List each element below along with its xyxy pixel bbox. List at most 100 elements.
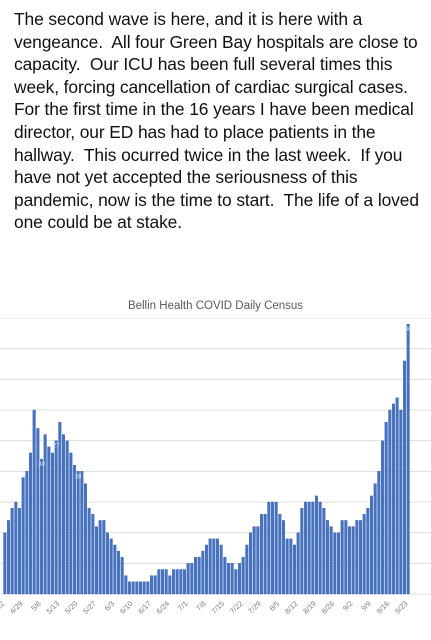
x-tick-label: 8/19 xyxy=(301,599,318,616)
census-bar xyxy=(337,532,340,595)
census-bar xyxy=(219,544,223,595)
census-bar xyxy=(370,495,373,595)
census-bar xyxy=(289,538,293,595)
census-bar xyxy=(139,581,142,595)
census-bar xyxy=(351,526,355,595)
census-bar xyxy=(128,581,131,595)
census-bar xyxy=(124,575,128,595)
census-bar xyxy=(47,446,51,595)
census-bar xyxy=(381,440,384,595)
x-tick-label: 8/26 xyxy=(320,599,337,616)
census-bar xyxy=(102,520,106,595)
census-bar xyxy=(329,526,333,595)
census-bar xyxy=(40,458,43,595)
x-tick-label: 7/22 xyxy=(228,599,245,616)
x-tick-label: 6/24 xyxy=(155,599,172,616)
census-bar xyxy=(25,471,29,595)
x-tick-label: 7/15 xyxy=(210,599,227,616)
census-bar xyxy=(326,520,329,595)
census-bar xyxy=(216,538,219,595)
census-bar xyxy=(7,520,10,595)
census-bar xyxy=(175,569,179,595)
census-bar xyxy=(300,507,304,595)
census-bar xyxy=(201,550,205,595)
census-bar xyxy=(208,538,212,595)
census-bar xyxy=(384,422,388,595)
census-bar xyxy=(3,532,7,595)
census-bar xyxy=(256,526,260,595)
census-bar xyxy=(84,483,87,595)
x-tick-label: 8/12 xyxy=(283,599,300,616)
census-bar xyxy=(406,323,410,595)
census-bar xyxy=(87,507,91,595)
bar-data-label: 28 xyxy=(75,474,82,480)
census-bar xyxy=(14,501,18,595)
census-bar xyxy=(223,557,227,595)
census-bar xyxy=(304,501,307,595)
census-bar xyxy=(190,563,194,595)
census-bar xyxy=(249,532,252,595)
census-bar xyxy=(62,434,65,595)
census-bar xyxy=(172,569,175,595)
census-bar xyxy=(135,581,139,595)
x-tick-label: 9/23 xyxy=(393,599,410,616)
census-bar xyxy=(318,501,322,595)
census-bar xyxy=(106,532,109,595)
x-tick-label: 5/13 xyxy=(45,599,62,616)
census-bar xyxy=(36,428,40,595)
census-bar xyxy=(183,569,186,595)
census-bar xyxy=(348,526,351,595)
census-bar xyxy=(322,507,326,595)
census-bar xyxy=(150,575,153,595)
census-bar xyxy=(69,452,73,595)
census-bar xyxy=(153,575,157,595)
census-bar xyxy=(146,581,150,595)
x-tick-label: 5/27 xyxy=(81,599,98,616)
census-bar xyxy=(54,440,58,595)
census-bar xyxy=(293,544,296,595)
census-bar xyxy=(285,538,289,595)
x-tick-label: 4/22 xyxy=(0,599,6,616)
census-bar xyxy=(245,544,249,595)
census-bar xyxy=(186,563,190,595)
census-bar xyxy=(315,495,318,595)
census-bar xyxy=(168,575,172,595)
census-bar xyxy=(197,557,201,595)
census-bar xyxy=(76,471,80,595)
x-tick-label: 9/16 xyxy=(375,599,392,616)
census-bar xyxy=(399,409,403,595)
census-bar xyxy=(282,520,285,595)
census-bar xyxy=(241,557,245,595)
census-bar xyxy=(58,422,62,595)
census-bar xyxy=(311,501,315,595)
post-paragraph: The second wave is here, and it is here … xyxy=(14,9,424,233)
census-bar xyxy=(271,501,274,595)
x-tick-label: 9/9 xyxy=(359,599,373,613)
census-bar xyxy=(267,501,271,595)
census-bar xyxy=(98,520,102,595)
x-tick-label: 7/29 xyxy=(246,599,263,616)
bar-data-label: 36 xyxy=(405,327,412,333)
census-bar xyxy=(238,563,241,595)
census-bar xyxy=(109,538,113,595)
post-text: The second wave is here, and it is here … xyxy=(14,8,422,234)
census-bar xyxy=(113,544,117,595)
census-bar xyxy=(18,507,21,595)
census-bar xyxy=(403,360,406,595)
data-labels: 30 27 28 36 xyxy=(38,327,412,480)
census-bar xyxy=(340,520,344,595)
census-bar xyxy=(263,514,267,595)
census-bar xyxy=(95,526,98,595)
census-bar xyxy=(230,563,234,595)
census-bar xyxy=(117,550,120,595)
census-bar xyxy=(21,477,25,595)
census-bar xyxy=(373,483,377,595)
x-tick-label: 6/17 xyxy=(136,599,153,616)
census-bar xyxy=(395,397,399,595)
census-bar xyxy=(120,557,124,595)
x-tick-label: 6/10 xyxy=(118,599,135,616)
census-bar xyxy=(43,434,47,595)
x-tick-label: 9/2 xyxy=(341,599,355,613)
census-bar xyxy=(344,520,348,595)
x-tick-label: 4/29 xyxy=(8,599,25,616)
